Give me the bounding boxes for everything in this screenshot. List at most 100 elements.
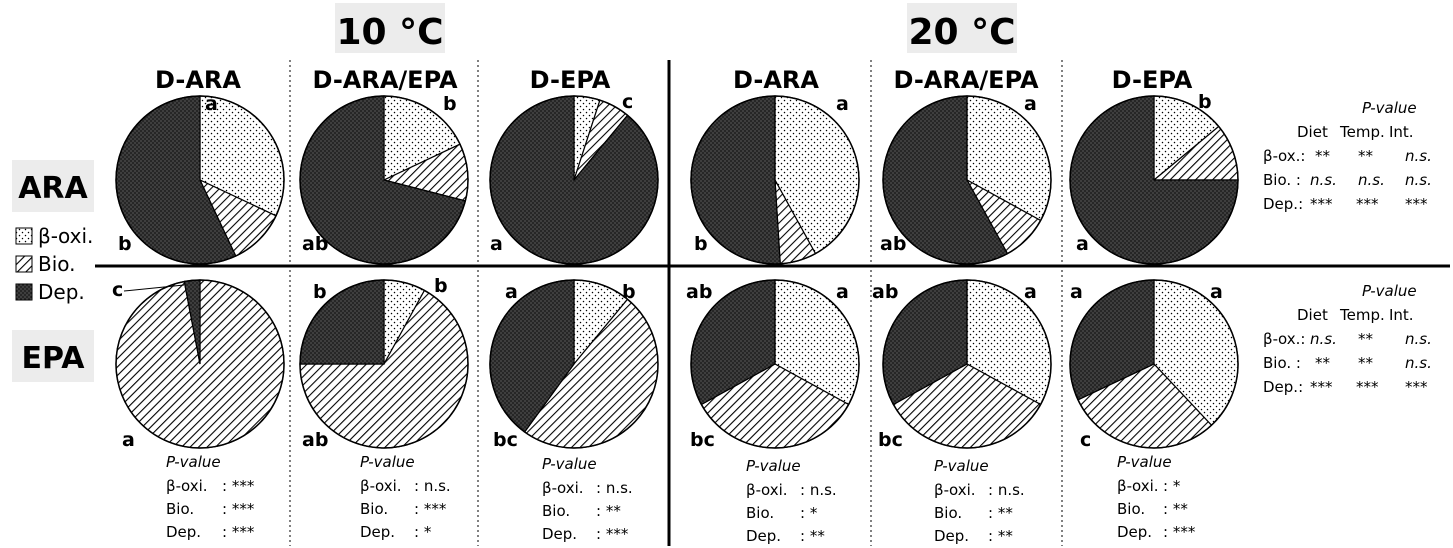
p-value-table-epa: P-value Diet Temp. Int. β-ox.: n.s. ** n… xyxy=(1263,282,1432,396)
pie-outline xyxy=(115,95,285,265)
pie-outline xyxy=(882,279,1052,449)
p-value-row-label: β-oxi. xyxy=(1117,477,1159,495)
p-value-cell: n.s. xyxy=(1358,171,1385,189)
p-value-row-label: Bio. : xyxy=(1263,171,1301,189)
p-value-row-label: β-oxi. xyxy=(746,481,788,499)
p-value-row-label: Dep.: xyxy=(1263,378,1303,396)
p-value-cell: *** xyxy=(1405,378,1428,396)
legend: β-oxi. Bio. Dep. xyxy=(15,224,93,304)
pie-epa-4 xyxy=(882,279,1052,449)
letter-dep: ab xyxy=(880,233,906,255)
p-value-cell: n.s. xyxy=(1405,330,1432,348)
pie-ara-5 xyxy=(1069,95,1239,265)
letter-dep: a xyxy=(1070,281,1083,303)
pie-outline xyxy=(1069,279,1239,449)
letter-dep: ab xyxy=(686,281,712,303)
p-value-cell: *** xyxy=(1405,195,1428,213)
pie-charts xyxy=(115,95,1239,449)
letter-beta-oxi: c xyxy=(112,279,123,301)
p-value-cell: : *** xyxy=(1163,523,1196,541)
letter-bio: bc xyxy=(878,429,903,451)
p-value-cell: : *** xyxy=(414,500,447,518)
p-value-cell: n.s. xyxy=(1405,171,1432,189)
pie-outline xyxy=(299,279,469,449)
p-value-cell: : ** xyxy=(1163,500,1188,518)
p-value-title: P-value xyxy=(1362,282,1417,300)
legend-swatch-beta-oxi xyxy=(15,227,33,245)
p-value-cell: ** xyxy=(1358,330,1374,348)
letter-dep: b xyxy=(694,233,708,255)
p-value-cell: : ** xyxy=(596,502,621,520)
pie-outline xyxy=(115,279,285,449)
diet-header: D-ARA xyxy=(733,66,819,94)
p-value-table-ara: P-value Diet Temp. Int. β-ox.: ** ** n.s… xyxy=(1263,99,1432,213)
pie-outline xyxy=(882,95,1052,265)
p-value-cell: ** xyxy=(1358,354,1374,372)
legend-label-dep: Dep. xyxy=(38,280,85,304)
letter-dep: ab xyxy=(872,281,898,303)
p-value-cell: : ** xyxy=(988,527,1013,545)
pie-outline xyxy=(690,95,860,265)
pie-epa-0 xyxy=(115,279,285,449)
p-value-cell: : n.s. xyxy=(988,481,1025,499)
p-value-cell: : *** xyxy=(596,525,629,543)
legend-label-bio: Bio. xyxy=(38,252,76,276)
row-box-ara xyxy=(12,160,94,212)
letter-beta-oxi: a xyxy=(205,93,218,115)
p-value-cell: *** xyxy=(1310,195,1333,213)
diet-header: D-ARA/EPA xyxy=(893,66,1039,94)
diet-header: D-EPA xyxy=(530,66,611,94)
p-value-title: P-value xyxy=(934,457,989,475)
temp-box-20 xyxy=(907,3,1017,53)
significance-letters: a b b ab c a a b a ab b a c a b ab b b b… xyxy=(112,91,1223,451)
p-value-row-label: Dep. xyxy=(934,527,969,545)
p-value-cell: : *** xyxy=(222,477,255,495)
letter-beta-oxi: b xyxy=(434,275,448,297)
column-p-value: P-value β-oxi. : * Bio. : ** Dep. : *** xyxy=(1117,453,1196,541)
p-value-header: Diet xyxy=(1297,123,1328,141)
p-value-row-label: Dep.: xyxy=(1263,195,1303,213)
p-value-cell: n.s. xyxy=(1310,171,1337,189)
letter-beta-oxi: b xyxy=(1198,91,1212,113)
p-value-cell: : n.s. xyxy=(414,477,451,495)
p-value-title: P-value xyxy=(542,455,597,473)
pie-slice-dep xyxy=(489,95,659,265)
p-value-header: Int. xyxy=(1389,306,1414,324)
pie-outline xyxy=(1069,95,1239,265)
column-p-value: P-value β-oxi. : n.s. Bio. : * Dep. : ** xyxy=(746,457,837,545)
letter-bio: bc xyxy=(493,429,518,451)
p-value-row-label: β-oxi. xyxy=(934,481,976,499)
column-p-value-blocks: P-value β-oxi. : *** Bio. : *** Dep. : *… xyxy=(166,453,1196,545)
pie-ara-4 xyxy=(882,95,1052,265)
p-value-cell: : *** xyxy=(222,523,255,541)
row-label-ara: ARA xyxy=(18,171,88,206)
pie-ara-3 xyxy=(690,95,860,265)
p-value-row-label: Dep. xyxy=(746,527,781,545)
p-value-header: Diet xyxy=(1297,306,1328,324)
column-p-value: P-value β-oxi. : *** Bio. : *** Dep. : *… xyxy=(166,453,255,541)
pie-ara-2 xyxy=(489,95,659,265)
letter-beta-oxi: a xyxy=(836,93,849,115)
p-value-cell: *** xyxy=(1356,195,1379,213)
p-value-row-label: β-ox.: xyxy=(1263,330,1305,348)
legend-swatch-bio xyxy=(15,255,33,273)
letter-dep: a xyxy=(505,281,518,303)
p-value-header: Temp. xyxy=(1339,123,1385,141)
letter-dep: a xyxy=(1076,233,1089,255)
letter-beta-oxi: b xyxy=(622,281,636,303)
p-value-row-label: Dep. xyxy=(1117,523,1152,541)
p-value-row-label: Dep. xyxy=(360,523,395,541)
p-value-row-label: Bio. : xyxy=(1263,354,1301,372)
letter-beta-oxi: a xyxy=(1024,93,1037,115)
pie-ara-0 xyxy=(115,95,285,265)
pie-ara-1 xyxy=(299,95,469,265)
p-value-cell: n.s. xyxy=(1310,330,1337,348)
temp-label-10: 10 °C xyxy=(336,12,443,53)
pie-outline xyxy=(489,279,659,449)
p-value-title: P-value xyxy=(360,453,415,471)
diet-header: D-ARA/EPA xyxy=(312,66,458,94)
legend-swatch-dep xyxy=(15,283,33,301)
pie-epa-5 xyxy=(1069,279,1239,449)
p-value-row-label: β-oxi. xyxy=(360,477,402,495)
row-box-epa xyxy=(12,330,94,382)
